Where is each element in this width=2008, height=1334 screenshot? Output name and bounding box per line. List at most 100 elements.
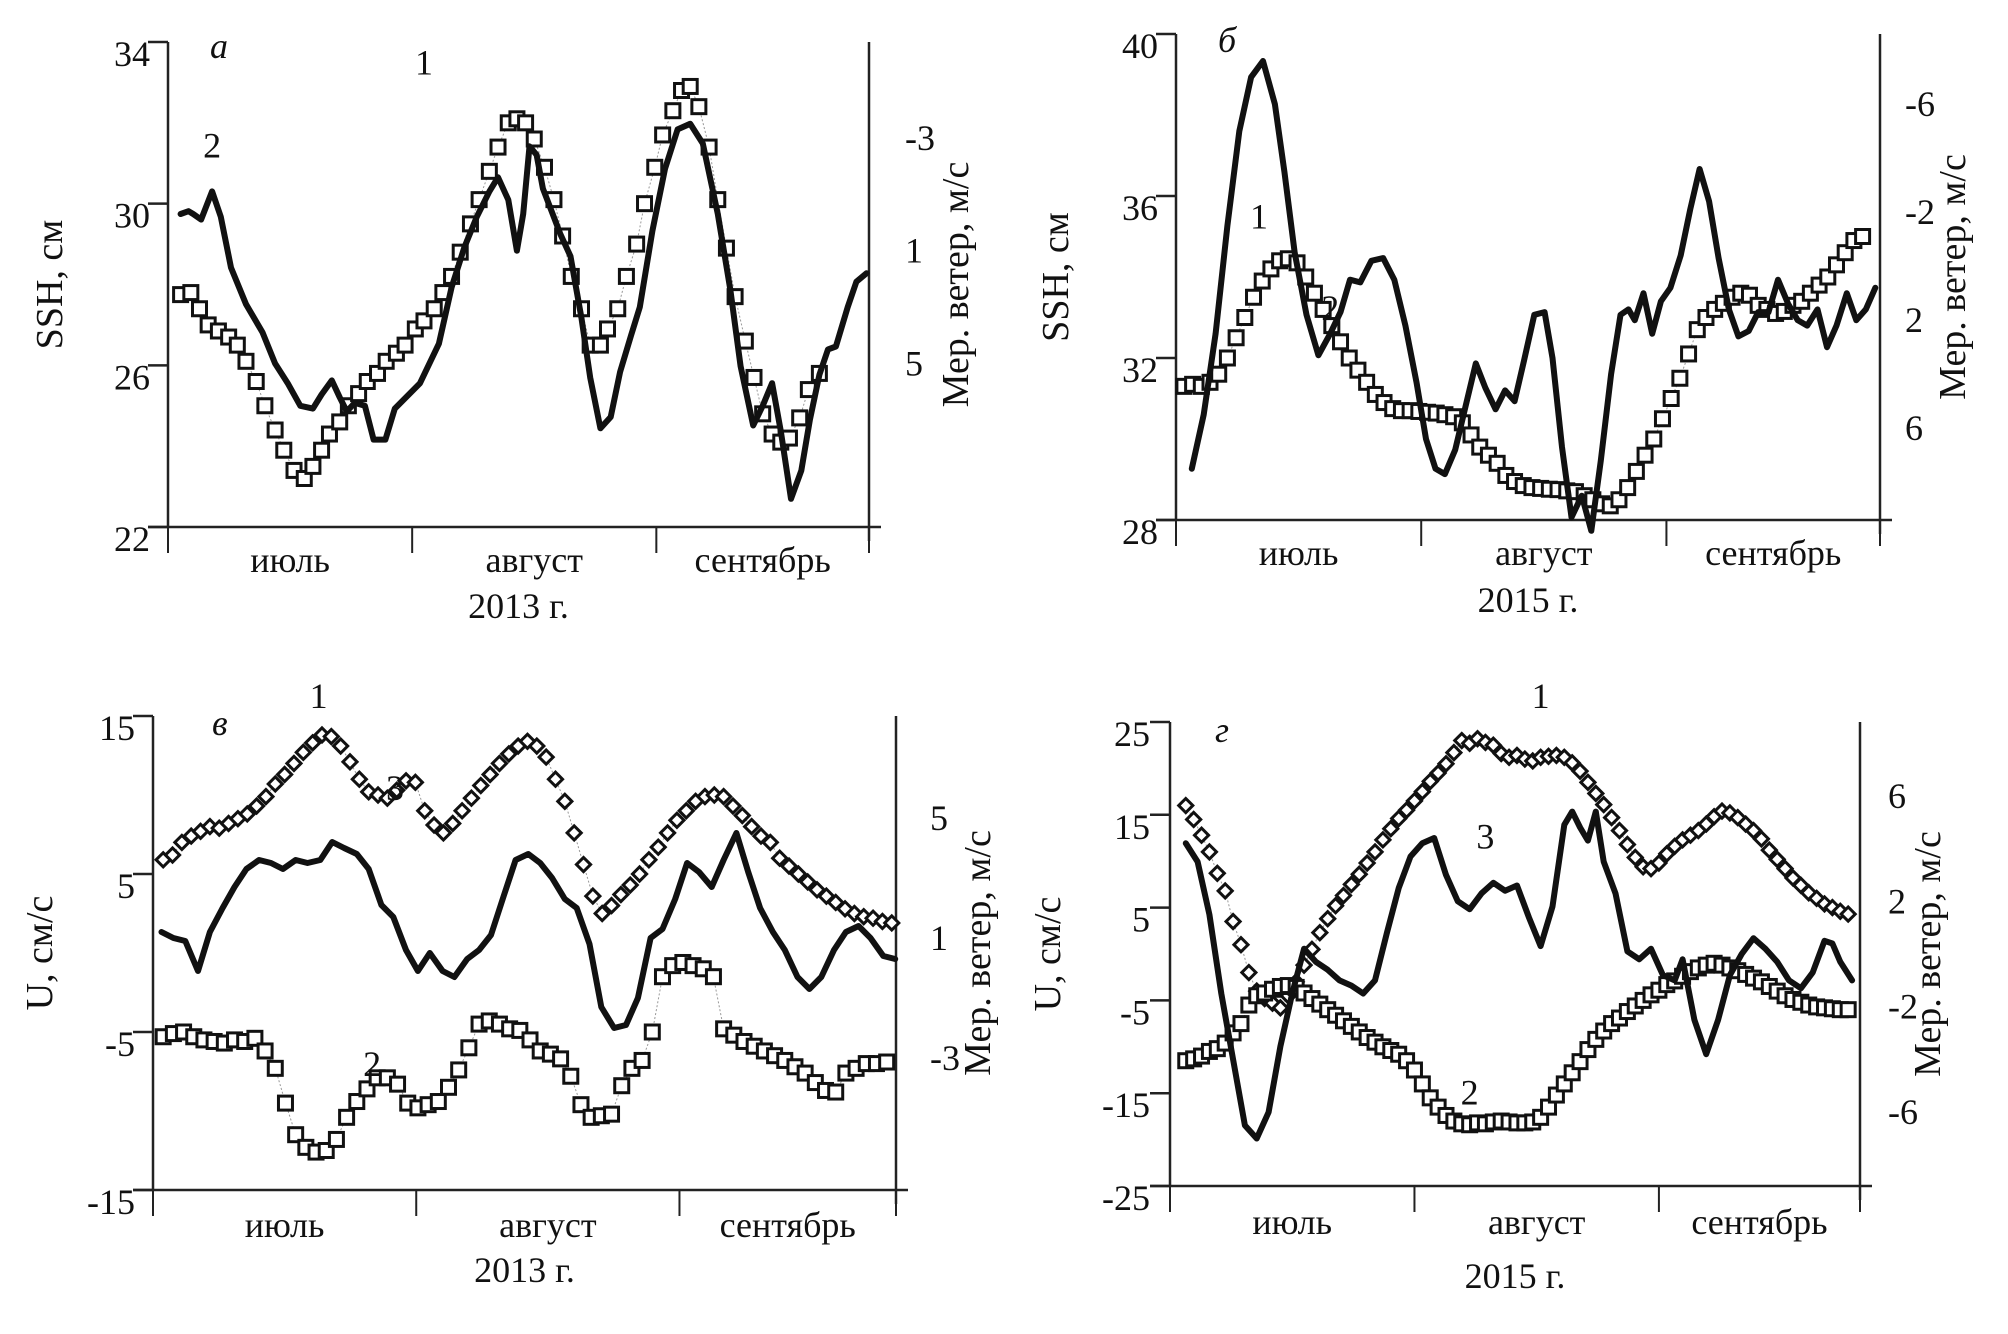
curve-label: 3 [1476,817,1494,857]
y2-tick-label: 5 [905,343,923,383]
series-line [1182,808,1856,1142]
series-3: 3 [1182,808,1856,1142]
data-point [664,102,682,120]
data-point [649,837,668,857]
y-tick-label: 5 [1132,900,1150,940]
data-point [1340,349,1358,367]
data-point [1752,829,1771,849]
data-point [434,823,453,843]
y2-tick-label: 5 [930,798,948,838]
data-point [761,833,780,852]
y-tick-label: 40 [1122,26,1158,66]
data-point [525,130,543,148]
series-1: 1 [1176,676,1858,1018]
data-point [1314,300,1332,318]
data-point [791,409,809,427]
data-point [714,787,733,806]
series-2: 2 [1188,58,1879,534]
data-point [555,792,575,811]
y2-tick-label: -2 [1905,192,1935,232]
data-point [313,441,331,459]
y-tick-label: 32 [1122,350,1158,390]
data-point [350,385,368,403]
data-point [287,1126,305,1144]
data-point [1357,853,1377,873]
data-point [1210,365,1228,383]
data-point [564,823,584,843]
data-point [425,300,443,318]
y-tick-label: 22 [114,519,150,559]
data-point [1653,410,1671,428]
data-point [1349,361,1367,379]
data-point [295,470,313,487]
data-point [633,1051,651,1069]
data-point [1578,773,1598,792]
data-point [1594,795,1613,814]
series-connector [180,85,820,480]
data-point [617,267,635,285]
data-point [1200,842,1219,862]
data-point [429,1093,447,1111]
data-point [745,368,763,386]
y2-tick-label: 2 [1905,300,1923,340]
data-point [1768,850,1787,869]
data-point [1428,763,1448,783]
y-tick-label: 25 [1114,714,1150,754]
y2-tick-label: -6 [1905,84,1935,124]
data-point [1688,321,1706,339]
data-point [527,736,547,756]
series-1: 1 [153,676,901,933]
data-point [256,787,276,806]
y-tick-label: 30 [114,196,150,236]
data-point [1373,830,1393,850]
data-point [646,158,664,176]
series-3: 3 [158,768,899,1031]
data-point [1239,963,1259,982]
data-point [798,872,817,892]
data-point [228,336,246,354]
y-tick-label: -5 [1120,992,1150,1032]
y2-tick-label: -3 [930,1038,960,1078]
y2-axis-title: Мер. ветер, м/с [1907,831,1949,1077]
y-axis-title: U, см/с [1027,897,1069,1012]
data-point [1208,864,1227,883]
panel-b: 28 32 36 40 6 2 -2 -6 июль август сентябрь 2015 г. S… [1035,20,1974,620]
data-point [658,823,677,843]
data-point [630,864,649,884]
data-point [490,754,509,773]
data-point [294,743,313,762]
data-point [574,855,593,874]
data-point [1192,826,1211,845]
data-point [1176,796,1195,815]
data-point [443,814,462,833]
data-point [723,796,743,816]
y2-axis-title: Мер. ветер, м/с [1932,154,1974,400]
data-point [182,284,200,302]
data-point [1253,272,1271,290]
data-point [322,727,341,746]
data-point [480,765,500,784]
data-point [882,913,901,933]
data-point [681,77,699,95]
curve-label: 2 [1321,288,1339,328]
x-axis-title: 2013 г. [474,1250,575,1290]
data-point [1342,875,1361,894]
data-point [611,885,631,904]
y-tick-label: 15 [99,708,135,748]
data-point [1626,848,1645,867]
data-point [499,744,518,764]
data-point [348,1093,366,1111]
data-point [1827,256,1845,274]
data-point [1819,268,1837,286]
data-point [460,1039,478,1057]
data-point [415,801,434,820]
data-point [1444,743,1464,762]
month-label: август [486,540,584,580]
data-point [602,896,621,915]
data-point [1645,430,1663,448]
data-point [643,1023,661,1041]
month-label: июль [1259,533,1339,573]
y-tick-label: -15 [1102,1085,1150,1125]
data-point [599,320,617,338]
data-point [450,1061,468,1079]
